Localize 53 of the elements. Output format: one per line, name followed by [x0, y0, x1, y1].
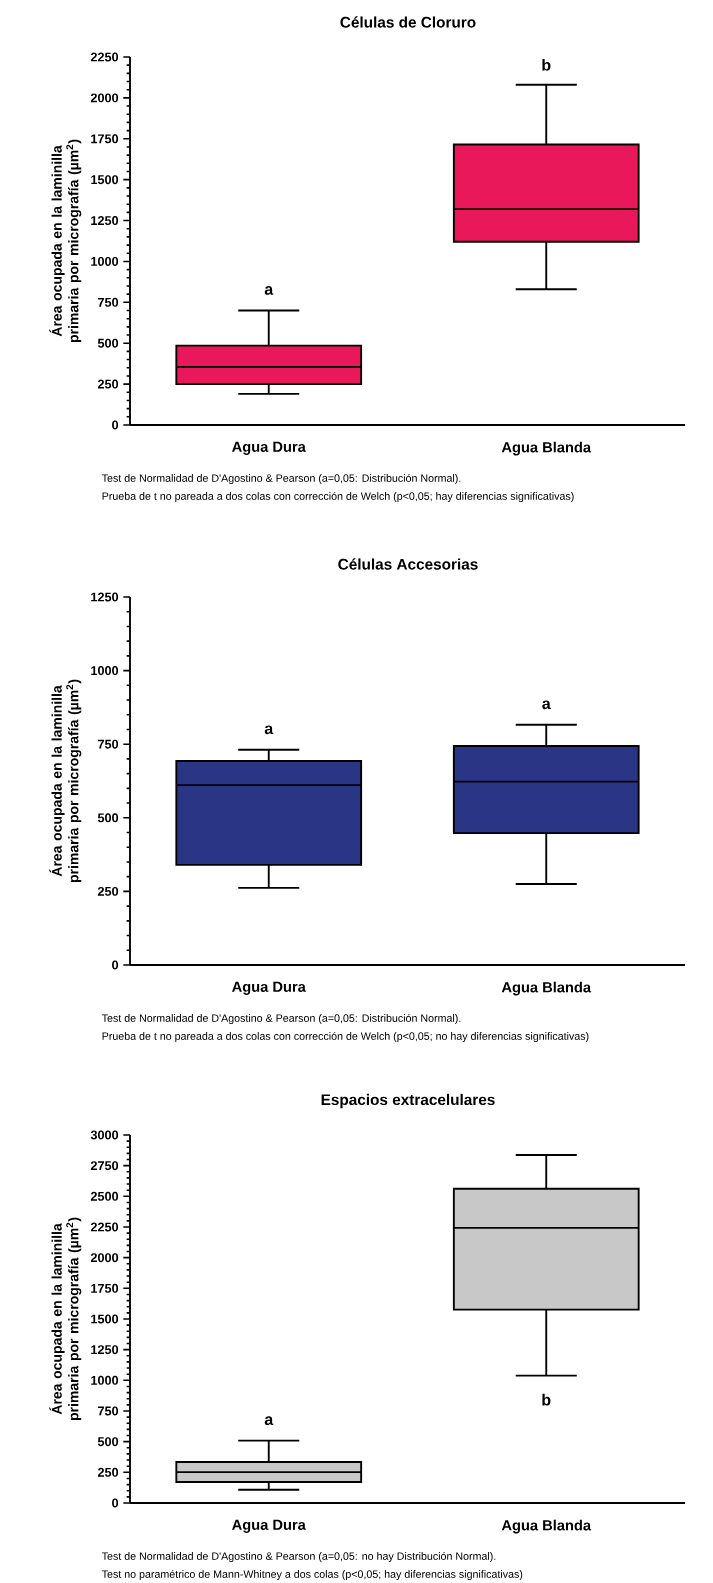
text: Test de Normalidad de D'Agostino & Pearson (a=0,05: no hay Distribución Normal).	[101, 1551, 496, 1563]
y-axis-title: Área ocupada en la laminilla primaria por micrografía (µm$^{2}$)	[49, 139, 82, 343]
annotation: a	[264, 725, 274, 735]
chart-title: Espacios extracelulares	[321, 1093, 495, 1109]
y-tick-label: 1750	[91, 134, 119, 144]
y-tick-label: 750	[98, 297, 119, 307]
y-tick-label: 500	[97, 1437, 119, 1447]
y-tick-label: 2250	[90, 1222, 119, 1232]
x-tick-label: Agua Blanda	[501, 441, 592, 456]
y-tick-label: 1500	[91, 1314, 119, 1324]
y-tick-label: 500	[97, 338, 119, 348]
y-tick-label: 0	[112, 960, 119, 970]
y-tick-label: 1500	[91, 175, 119, 185]
text: Prueba de t no pareada a dos colas con corrección de Welch (p<0,05; hay diferencias significativas)	[102, 491, 574, 503]
text: Test no paramétrico de Mann-Whitney a dos colas (p<0,05; hay diferencias significativas)	[101, 1569, 523, 1581]
y-tick-label: 500	[97, 813, 119, 823]
text: Test de Normalidad de D'Agostino & Pearson (a=0,05: Distribución Normal).	[101, 1013, 461, 1025]
annotation: b	[542, 58, 551, 71]
y-tick-label: 1250	[91, 216, 119, 226]
annotation: a	[264, 286, 274, 295]
annotation: a	[542, 700, 551, 710]
annotation: b	[542, 1393, 551, 1406]
annotation: a	[264, 1416, 274, 1426]
y-tick-label: 0	[112, 420, 119, 430]
y-tick-label: 1000	[91, 1375, 119, 1385]
y-tick-label: 250	[97, 1467, 119, 1477]
y-tick-label: 2000	[90, 93, 119, 103]
y-tick-label: 750	[98, 739, 119, 749]
y-tick-label: 250	[97, 886, 119, 896]
y-tick-label: 2750	[90, 1161, 119, 1171]
y-tick-label: 750	[98, 1406, 119, 1416]
y-tick-label: 1000	[91, 666, 119, 676]
x-tick-label: Agua Dura	[232, 441, 306, 455]
y-tick-label: 1250	[91, 592, 119, 602]
x-tick-label: Agua Dura	[232, 1519, 306, 1533]
y-tick-label: 3000	[90, 1130, 119, 1140]
y-tick-label: 2000	[90, 1253, 119, 1263]
y-tick-label: 1000	[91, 256, 119, 266]
x-tick-label: Agua Blanda	[501, 981, 592, 996]
x-tick-label: Agua Dura	[232, 981, 306, 995]
chart-title: Células de Cloruro	[340, 16, 476, 28]
text: Prueba de t no pareada a dos colas con corrección de Welch (p<0,05; no hay diferencias significativas)	[102, 1031, 589, 1043]
y-tick-label: 1750	[91, 1283, 119, 1293]
text: Test de Normalidad de D'Agostino & Pearson (a=0,05: Distribución Normal).	[101, 473, 461, 485]
y-tick-label: 2250	[90, 52, 119, 62]
y-tick-label: 1250	[91, 1345, 119, 1355]
chart-title: Células Accesorias	[338, 558, 478, 570]
y-tick-label: 0	[112, 1498, 119, 1508]
y-tick-label: 2500	[90, 1191, 119, 1201]
x-tick-label: Agua Blanda	[501, 1519, 592, 1534]
y-tick-label: 250	[97, 379, 119, 389]
y-axis-title: Área ocupada en la laminilla primaria por micrografía (µm$^{2}$)	[49, 679, 82, 883]
y-axis-title: Área ocupada en la laminilla primaria por micrografía (µm$^{2}$)	[49, 1217, 82, 1421]
